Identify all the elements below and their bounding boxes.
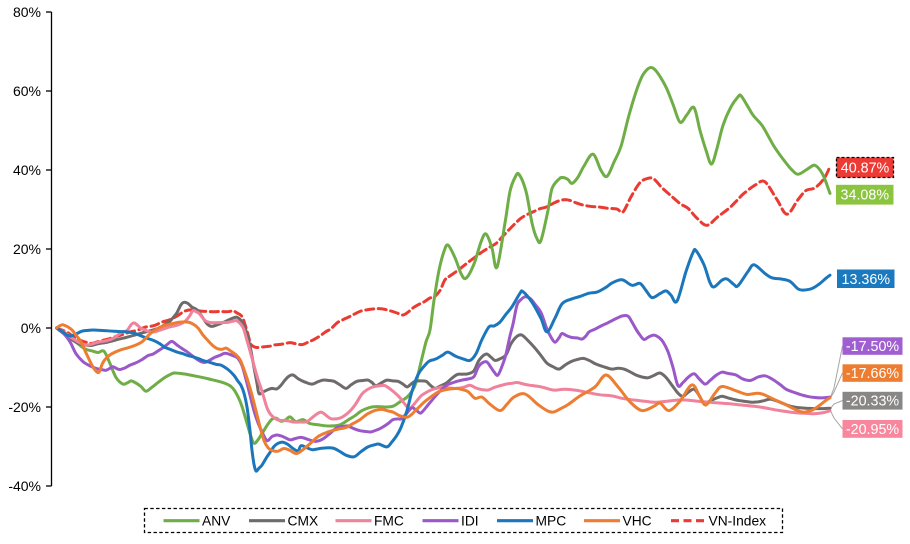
svg-text:-20%: -20% bbox=[8, 399, 41, 415]
svg-text:VHC: VHC bbox=[623, 514, 652, 529]
svg-text:VN-Index: VN-Index bbox=[709, 514, 767, 529]
svg-text:34.08%: 34.08% bbox=[841, 188, 890, 204]
svg-text:40.87%: 40.87% bbox=[841, 161, 890, 177]
svg-text:60%: 60% bbox=[13, 83, 41, 99]
svg-text:40%: 40% bbox=[13, 162, 41, 178]
svg-text:20%: 20% bbox=[13, 241, 41, 257]
svg-text:-20.33%: -20.33% bbox=[846, 394, 900, 410]
svg-text:CMX: CMX bbox=[288, 514, 319, 529]
svg-text:-20.95%: -20.95% bbox=[846, 422, 900, 438]
svg-text:-17.66%: -17.66% bbox=[846, 366, 900, 382]
svg-text:0%: 0% bbox=[21, 320, 41, 336]
svg-text:IDI: IDI bbox=[461, 514, 479, 529]
svg-text:FMC: FMC bbox=[374, 514, 404, 529]
svg-text:80%: 80% bbox=[13, 4, 41, 20]
svg-text:-40%: -40% bbox=[8, 478, 41, 494]
svg-text:13.36%: 13.36% bbox=[842, 272, 891, 288]
svg-text:ANV: ANV bbox=[202, 514, 231, 529]
svg-text:MPC: MPC bbox=[536, 514, 567, 529]
svg-text:-17.50%: -17.50% bbox=[846, 339, 900, 355]
